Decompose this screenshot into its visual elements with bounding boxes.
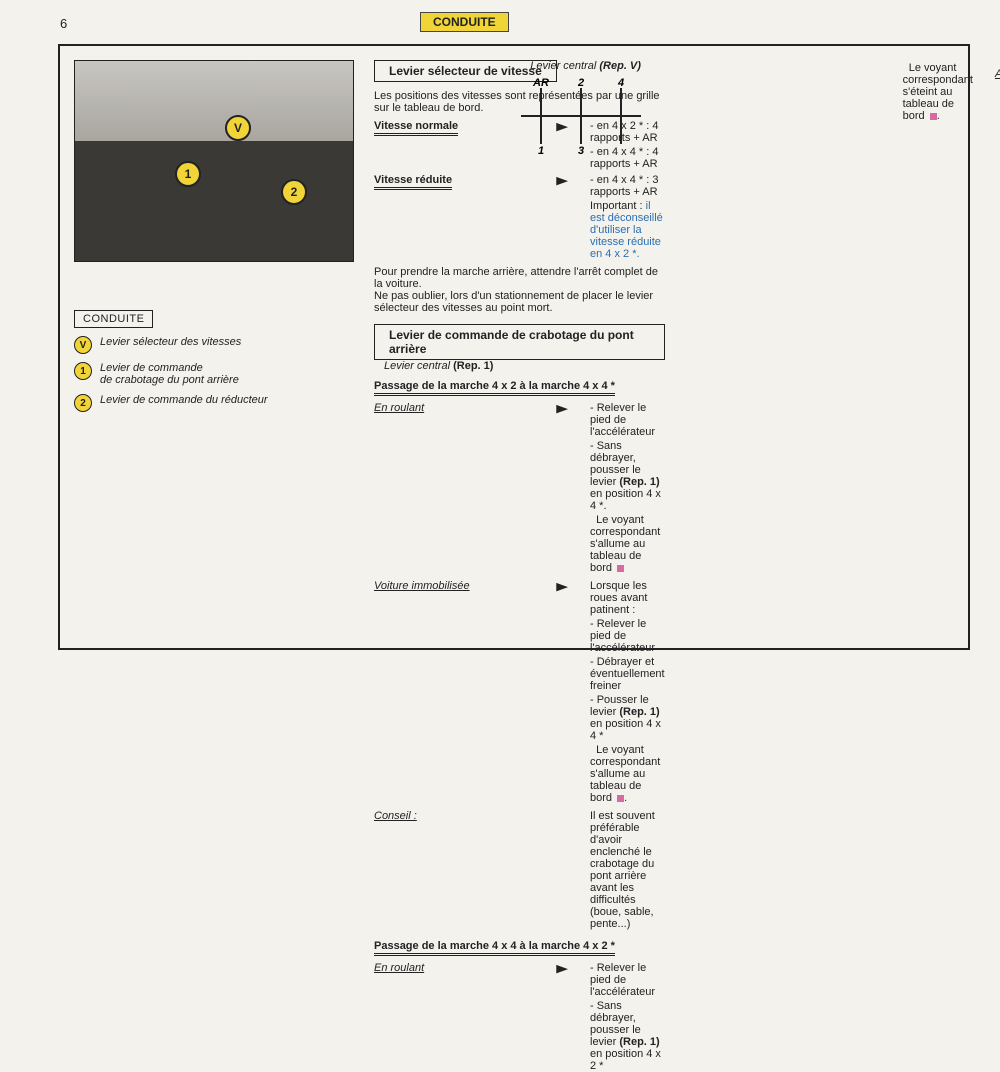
- legend-text: Levier de commande du réducteur: [100, 394, 268, 406]
- paragraph: Pour prendre la marche arrière, attendre…: [374, 266, 665, 290]
- svg-text:AR: AR: [532, 77, 549, 89]
- arrow-icon: ▶: [556, 174, 568, 187]
- legend-text: Levier sélecteur des vitesses: [100, 336, 241, 348]
- legend-title-box: CONDUITE: [74, 310, 153, 328]
- photo-badge-2: 2: [281, 179, 307, 205]
- line: Lorsque les roues avant patinent :: [590, 580, 665, 616]
- legend-badge-icon: 1: [74, 362, 92, 380]
- arrow-icon: ▶: [556, 120, 568, 133]
- line: - Sans débrayer, pousser le levier (Rep.…: [590, 440, 665, 512]
- arrow-icon: ▶: [556, 402, 568, 415]
- photo-badge-v: V: [225, 115, 251, 141]
- manual-page: 6 CONDUITE V 1 2 CONDUITE V Levier sélec…: [0, 0, 1000, 670]
- gear-diagram-label: Levier central (Rep. V): [511, 60, 661, 72]
- conseil-text: Il est souvent préférable d'avoir enclen…: [590, 810, 665, 930]
- photo-badge-1: 1: [175, 161, 201, 187]
- section-title-2: Levier de commande de crabotage du pont …: [374, 324, 665, 360]
- photo-gear-levers: V 1 2: [74, 60, 354, 262]
- vr-line: - en 4 x 4 * : 3 rapports + AR: [590, 174, 665, 198]
- passage-heading: Passage de la marche 4 x 2 à la marche 4…: [374, 380, 615, 396]
- legend-item: 1 Levier de commande de crabotage du pon…: [74, 362, 352, 386]
- svg-text:1: 1: [538, 145, 544, 156]
- content-frame: V 1 2 CONDUITE V Levier sélecteur des vi…: [58, 44, 970, 650]
- line: Le voyant correspondant s'allume au tabl…: [590, 744, 665, 804]
- line: - Relever le pied de l'accélérateur: [590, 402, 665, 438]
- line: - Sans débrayer, pousser le levier (Rep.…: [590, 1000, 665, 1072]
- legend-badge-icon: V: [74, 336, 92, 354]
- passage-heading: Passage de la marche 4 x 4 à la marche 4…: [374, 940, 615, 956]
- paragraph: Ne pas oublier, lors d'un stationnement …: [374, 290, 665, 314]
- label-en-roulant: En roulant: [374, 962, 424, 974]
- label-vitesse-normale: Vitesse normale: [374, 120, 458, 136]
- legend-item: V Levier sélecteur des vitesses: [74, 336, 352, 354]
- legend-item: 2 Levier de commande du réducteur: [74, 394, 352, 412]
- label-vitesse-reduite: Vitesse réduite: [374, 174, 452, 190]
- right-column: Levier central (Rep. V) AR 2 4 1 3 Levie…: [374, 60, 665, 634]
- header-tag: CONDUITE: [420, 12, 509, 32]
- important-label: Important :: [590, 200, 643, 212]
- svg-text:2: 2: [577, 77, 584, 89]
- label-conseil: Conseil :: [374, 810, 417, 822]
- label-attention: Attention :: [995, 68, 1000, 80]
- section-subtitle: Levier central (Rep. 1): [384, 360, 493, 372]
- arrow-icon: ▶: [556, 962, 568, 975]
- legend-badge-icon: 2: [74, 394, 92, 412]
- indicator-icon: [617, 565, 624, 572]
- page-number: 6: [60, 16, 67, 31]
- line: - Pousser le levier (Rep. 1) en position…: [590, 694, 665, 742]
- svg-text:4: 4: [617, 77, 624, 89]
- indicator-icon: [930, 113, 937, 120]
- gear-pattern-diagram: AR 2 4 1 3: [511, 76, 651, 156]
- line: - Relever le pied de l'accélérateur: [590, 962, 665, 998]
- arrow-icon: ▶: [556, 580, 568, 593]
- photo-shadow: [75, 141, 353, 261]
- left-column: V 1 2 CONDUITE V Levier sélecteur des vi…: [74, 60, 352, 634]
- line: - Débrayer et éventuellement freiner: [590, 656, 665, 692]
- label-en-roulant: En roulant: [374, 402, 424, 414]
- indicator-icon: [617, 795, 624, 802]
- line: Le voyant correspondant s'éteint au tabl…: [903, 62, 973, 634]
- legend-text: Levier de commande de crabotage du pont …: [100, 362, 239, 386]
- line: - Relever le pied de l'accélérateur: [590, 618, 665, 654]
- legend-list: V Levier sélecteur des vitesses 1 Levier…: [74, 336, 352, 412]
- line: Le voyant correspondant s'allume au tabl…: [590, 514, 665, 574]
- label-voiture-immobilisee: Voiture immobilisée: [374, 580, 470, 592]
- gear-diagram-container: Levier central (Rep. V) AR 2 4 1 3: [511, 60, 661, 156]
- svg-text:3: 3: [578, 145, 584, 156]
